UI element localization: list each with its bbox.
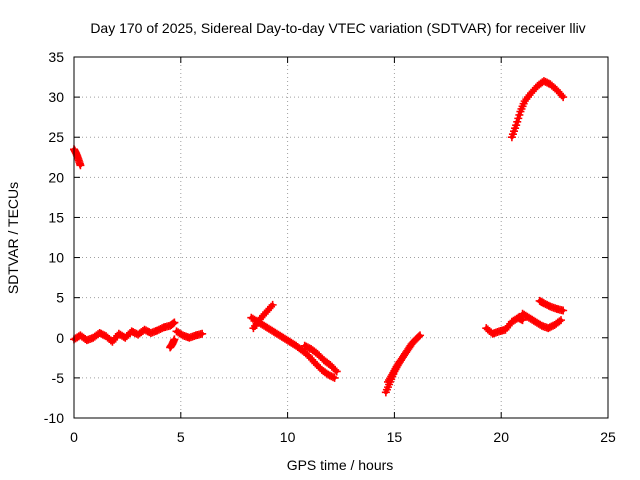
plot-frame <box>73 56 609 419</box>
y-tick-label: 5 <box>56 290 64 306</box>
x-tick-label: 10 <box>280 429 296 445</box>
data-point <box>332 367 341 376</box>
data-points <box>70 77 568 397</box>
grid-lines <box>74 57 608 418</box>
data-point <box>557 316 566 325</box>
data-point <box>169 319 178 328</box>
data-point <box>331 365 340 374</box>
y-axis-label: SDTVAR / TECUs <box>5 182 21 294</box>
data-point <box>396 356 405 365</box>
y-tick-label: -10 <box>44 410 64 426</box>
data-point <box>559 306 568 315</box>
data-point <box>416 331 425 340</box>
axis-ticks: 0 5 10 15 20 25 -10 -5 0 5 10 15 20 25 30 35 <box>44 49 616 445</box>
data-point <box>170 318 179 327</box>
y-tick-label: 30 <box>48 89 64 105</box>
y-tick-label: 20 <box>48 169 64 185</box>
x-axis-label: GPS time / hours <box>287 457 394 473</box>
data-point <box>267 302 276 311</box>
x-tick-label: 5 <box>177 429 185 445</box>
data-point <box>268 300 277 309</box>
y-tick-label: 10 <box>48 250 64 266</box>
y-tick-label: 15 <box>48 209 64 225</box>
data-point <box>555 317 564 326</box>
data-point <box>557 91 566 100</box>
y-tick-label: 25 <box>48 129 64 145</box>
y-tick-label: -5 <box>52 370 65 386</box>
data-point <box>414 332 423 341</box>
x-tick-label: 20 <box>493 429 509 445</box>
data-point <box>559 93 568 102</box>
data-point <box>328 373 337 382</box>
data-point <box>76 161 85 170</box>
chart-title: Day 170 of 2025, Sidereal Day-to-day VTE… <box>90 20 585 36</box>
y-tick-label: 0 <box>56 330 64 346</box>
y-tick-label: 35 <box>48 49 64 65</box>
data-point <box>395 357 404 366</box>
data-point <box>330 373 339 382</box>
x-tick-label: 0 <box>70 429 78 445</box>
x-tick-label: 15 <box>387 429 403 445</box>
x-tick-label: 25 <box>600 429 616 445</box>
data-point <box>170 335 179 344</box>
data-point <box>198 329 207 338</box>
